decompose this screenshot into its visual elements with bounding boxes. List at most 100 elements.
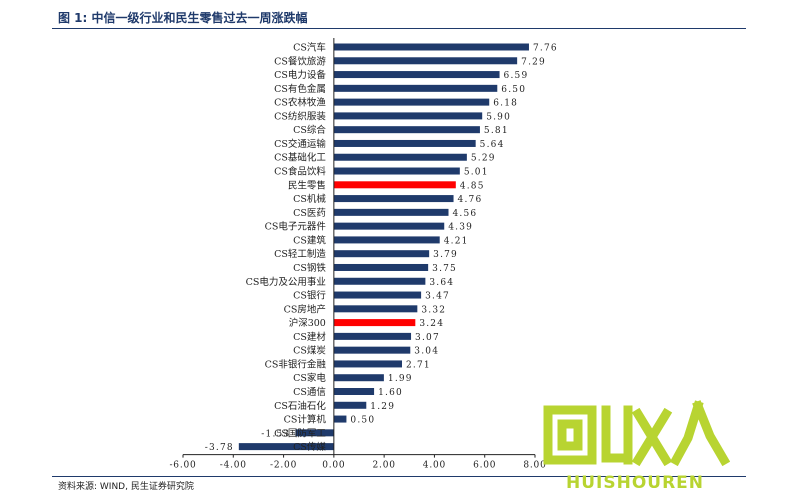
title-rule bbox=[52, 28, 746, 29]
bar bbox=[333, 236, 440, 244]
value-label: 1.99 bbox=[388, 374, 413, 384]
value-label: 4.39 bbox=[448, 223, 473, 233]
bar bbox=[333, 291, 422, 299]
value-label: 6.59 bbox=[504, 71, 529, 81]
category-label: CS非银行金融 bbox=[265, 358, 327, 370]
source-rule bbox=[52, 476, 746, 477]
category-label: CS机械 bbox=[293, 193, 326, 205]
category-label: CS计算机 bbox=[284, 414, 327, 426]
value-label: 5.81 bbox=[484, 126, 509, 136]
value-label: -3.78 bbox=[205, 443, 234, 453]
bar bbox=[333, 139, 476, 147]
category-label: CS医药 bbox=[293, 208, 326, 219]
value-label: 5.90 bbox=[486, 112, 511, 122]
category-label: CS纺织服装 bbox=[274, 110, 326, 122]
source-note: 资料来源: WIND, 民生证券研究院 bbox=[58, 482, 194, 492]
value-label: 1.29 bbox=[370, 402, 395, 412]
category-label: CS食品饮料 bbox=[274, 166, 326, 178]
bar bbox=[333, 71, 500, 79]
x-tick-label: -4.00 bbox=[220, 461, 247, 471]
value-label: 3.04 bbox=[414, 347, 439, 357]
x-tick-label: 0.00 bbox=[322, 461, 345, 471]
bar bbox=[333, 84, 498, 92]
bar bbox=[333, 126, 480, 134]
category-label: CS有色金属 bbox=[274, 83, 326, 95]
category-label: CS餐饮旅游 bbox=[274, 55, 326, 67]
value-label: 0.50 bbox=[350, 416, 375, 426]
value-label: -1.53 bbox=[261, 429, 290, 439]
category-label: CS房地产 bbox=[284, 303, 326, 315]
category-label: CS电力设备 bbox=[274, 69, 326, 81]
bar bbox=[238, 443, 334, 451]
bar bbox=[333, 195, 454, 203]
bar bbox=[333, 332, 412, 340]
figure-title: 图 1: 中信一级行业和民生零售过去一周涨跌幅 bbox=[58, 11, 308, 25]
bar bbox=[333, 277, 426, 285]
value-label: 7.29 bbox=[521, 57, 546, 67]
value-label: 6.18 bbox=[493, 99, 518, 109]
watermark-subtext: HUISHOUREN bbox=[566, 473, 704, 493]
value-label: 4.21 bbox=[444, 236, 469, 246]
bar bbox=[333, 415, 347, 423]
bar bbox=[333, 250, 430, 258]
bar bbox=[333, 360, 402, 368]
category-label: CS石油石化 bbox=[274, 400, 326, 412]
bar bbox=[333, 319, 416, 327]
value-label: 4.56 bbox=[453, 209, 478, 219]
watermark-logo: HUISHOUREN bbox=[543, 400, 730, 493]
category-label: CS交通运输 bbox=[274, 138, 326, 150]
category-label: 沪深300 bbox=[289, 317, 326, 329]
category-label: CS国防军工 bbox=[274, 427, 326, 439]
value-label: 3.07 bbox=[415, 333, 440, 343]
x-tick-label: -6.00 bbox=[169, 461, 196, 471]
value-label: 1.60 bbox=[378, 388, 403, 398]
category-label: CS煤炭 bbox=[293, 345, 326, 357]
bar bbox=[295, 429, 334, 437]
value-label: 7.76 bbox=[533, 44, 558, 54]
value-label: 5.64 bbox=[480, 140, 505, 150]
bar bbox=[333, 153, 467, 161]
bar bbox=[333, 388, 375, 395]
bar bbox=[333, 98, 490, 106]
x-tick-label: 6.00 bbox=[473, 461, 496, 471]
bar bbox=[333, 167, 460, 175]
value-label: 3.79 bbox=[433, 250, 458, 260]
bar bbox=[333, 263, 429, 271]
bar bbox=[333, 222, 445, 230]
value-label: 6.50 bbox=[501, 85, 526, 95]
category-label: CS电力及公用事业 bbox=[246, 276, 326, 288]
bar bbox=[333, 346, 411, 354]
x-tick-label: 4.00 bbox=[423, 461, 446, 471]
bar bbox=[333, 305, 418, 313]
bar bbox=[333, 57, 518, 65]
bar bbox=[333, 43, 529, 51]
value-label: 3.47 bbox=[425, 292, 450, 302]
x-tick-label: 8.00 bbox=[523, 461, 546, 471]
category-label: CS银行 bbox=[293, 290, 326, 302]
category-label: 民生零售 bbox=[288, 179, 326, 191]
bar bbox=[333, 208, 449, 216]
category-label: CS汽车 bbox=[293, 42, 326, 54]
category-label: CS电子元器件 bbox=[265, 221, 327, 233]
value-label: 5.29 bbox=[471, 154, 496, 164]
bar bbox=[333, 374, 384, 382]
value-label: 2.71 bbox=[406, 360, 431, 370]
category-label: CS钢铁 bbox=[293, 262, 326, 274]
category-label: CS传媒 bbox=[293, 441, 326, 453]
value-label: 3.32 bbox=[421, 305, 446, 315]
value-label: 3.24 bbox=[419, 319, 444, 329]
category-label: CS家电 bbox=[293, 372, 326, 384]
value-label: 4.85 bbox=[460, 181, 485, 191]
category-label: CS农林牧渔 bbox=[274, 97, 326, 109]
bar bbox=[333, 401, 367, 409]
bar bbox=[333, 181, 456, 189]
category-label: CS通信 bbox=[293, 386, 326, 398]
value-label: 5.01 bbox=[464, 168, 489, 178]
bar bbox=[333, 112, 483, 120]
x-tick-label: -2.00 bbox=[270, 461, 297, 471]
value-label: 3.75 bbox=[432, 264, 457, 274]
category-label: CS综合 bbox=[293, 124, 326, 136]
value-label: 4.76 bbox=[458, 195, 483, 205]
x-tick-label: 2.00 bbox=[373, 461, 396, 471]
